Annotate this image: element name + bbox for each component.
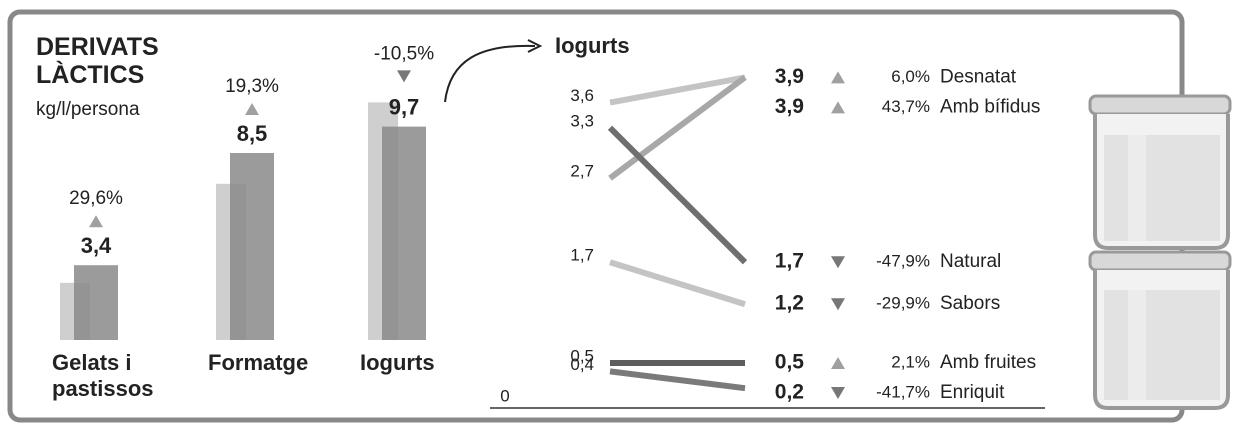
category-label: Formatge (208, 350, 338, 420)
series-name: Sabors (940, 293, 1000, 314)
category-text: Gelats i pastissos (52, 350, 162, 402)
down-arrow (831, 298, 845, 310)
end-label: 1,2 (775, 292, 804, 315)
start-label: 3,6 (570, 86, 594, 105)
end-label: 3,9 (775, 95, 804, 118)
change-label: -29,9% (876, 294, 930, 313)
start-label: 2,7 (570, 162, 594, 181)
up-arrow (89, 215, 103, 227)
start-label: 3,3 (570, 111, 594, 130)
value-label: 8,5 (237, 121, 268, 146)
up-arrow (831, 101, 845, 113)
start-label: 0,4 (570, 355, 594, 374)
change-label: 6,0% (891, 67, 930, 86)
end-label: 1,7 (775, 250, 804, 273)
category-label: Gelats i pastissos (52, 350, 182, 420)
change-label: 2,1% (891, 352, 930, 371)
end-label: 0,2 (775, 381, 804, 404)
infographic: DERIVATSLÀCTICS kg/l/persona Iogurts 3,4… (0, 0, 1235, 429)
bar-current (230, 153, 274, 340)
bar-current (382, 127, 426, 340)
chart-subtitle: kg/l/persona (36, 99, 140, 120)
value-label: 3,4 (81, 233, 112, 258)
start-label: 1,7 (570, 246, 594, 265)
jar-top (1090, 96, 1230, 248)
change-label: 29,6% (69, 188, 123, 209)
down-arrow (831, 256, 845, 268)
change-label: -10,5% (374, 43, 434, 64)
end-label: 3,9 (775, 65, 804, 88)
series-name: Amb bífidus (940, 96, 1040, 117)
series-name: Enriquit (940, 382, 1005, 403)
up-arrow (245, 103, 259, 115)
change-label: 19,3% (225, 76, 279, 97)
up-arrow (831, 71, 845, 83)
slope-line (610, 262, 745, 304)
series-name: Amb fruites (940, 352, 1036, 373)
series-name: Natural (940, 251, 1001, 272)
change-label: -41,7% (876, 382, 930, 401)
down-arrow (831, 387, 845, 399)
jar-bottom (1090, 252, 1230, 408)
series-name: Desnatat (940, 66, 1017, 87)
change-label: -47,9% (876, 252, 930, 271)
category-label: Iogurts (360, 350, 490, 420)
connector-arrow (445, 46, 535, 102)
slope-line (610, 128, 745, 262)
slope-line (610, 371, 745, 388)
y-tick-label: 0 (500, 386, 509, 405)
up-arrow (831, 357, 845, 369)
category-text: Formatge (208, 350, 338, 376)
end-label: 0,5 (775, 351, 805, 374)
bar-current (74, 265, 118, 340)
change-label: 43,7% (882, 97, 930, 116)
slope-title: Iogurts (555, 33, 630, 58)
down-arrow (397, 70, 411, 82)
value-label: 9,7 (389, 94, 420, 119)
category-text: Iogurts (360, 350, 490, 376)
